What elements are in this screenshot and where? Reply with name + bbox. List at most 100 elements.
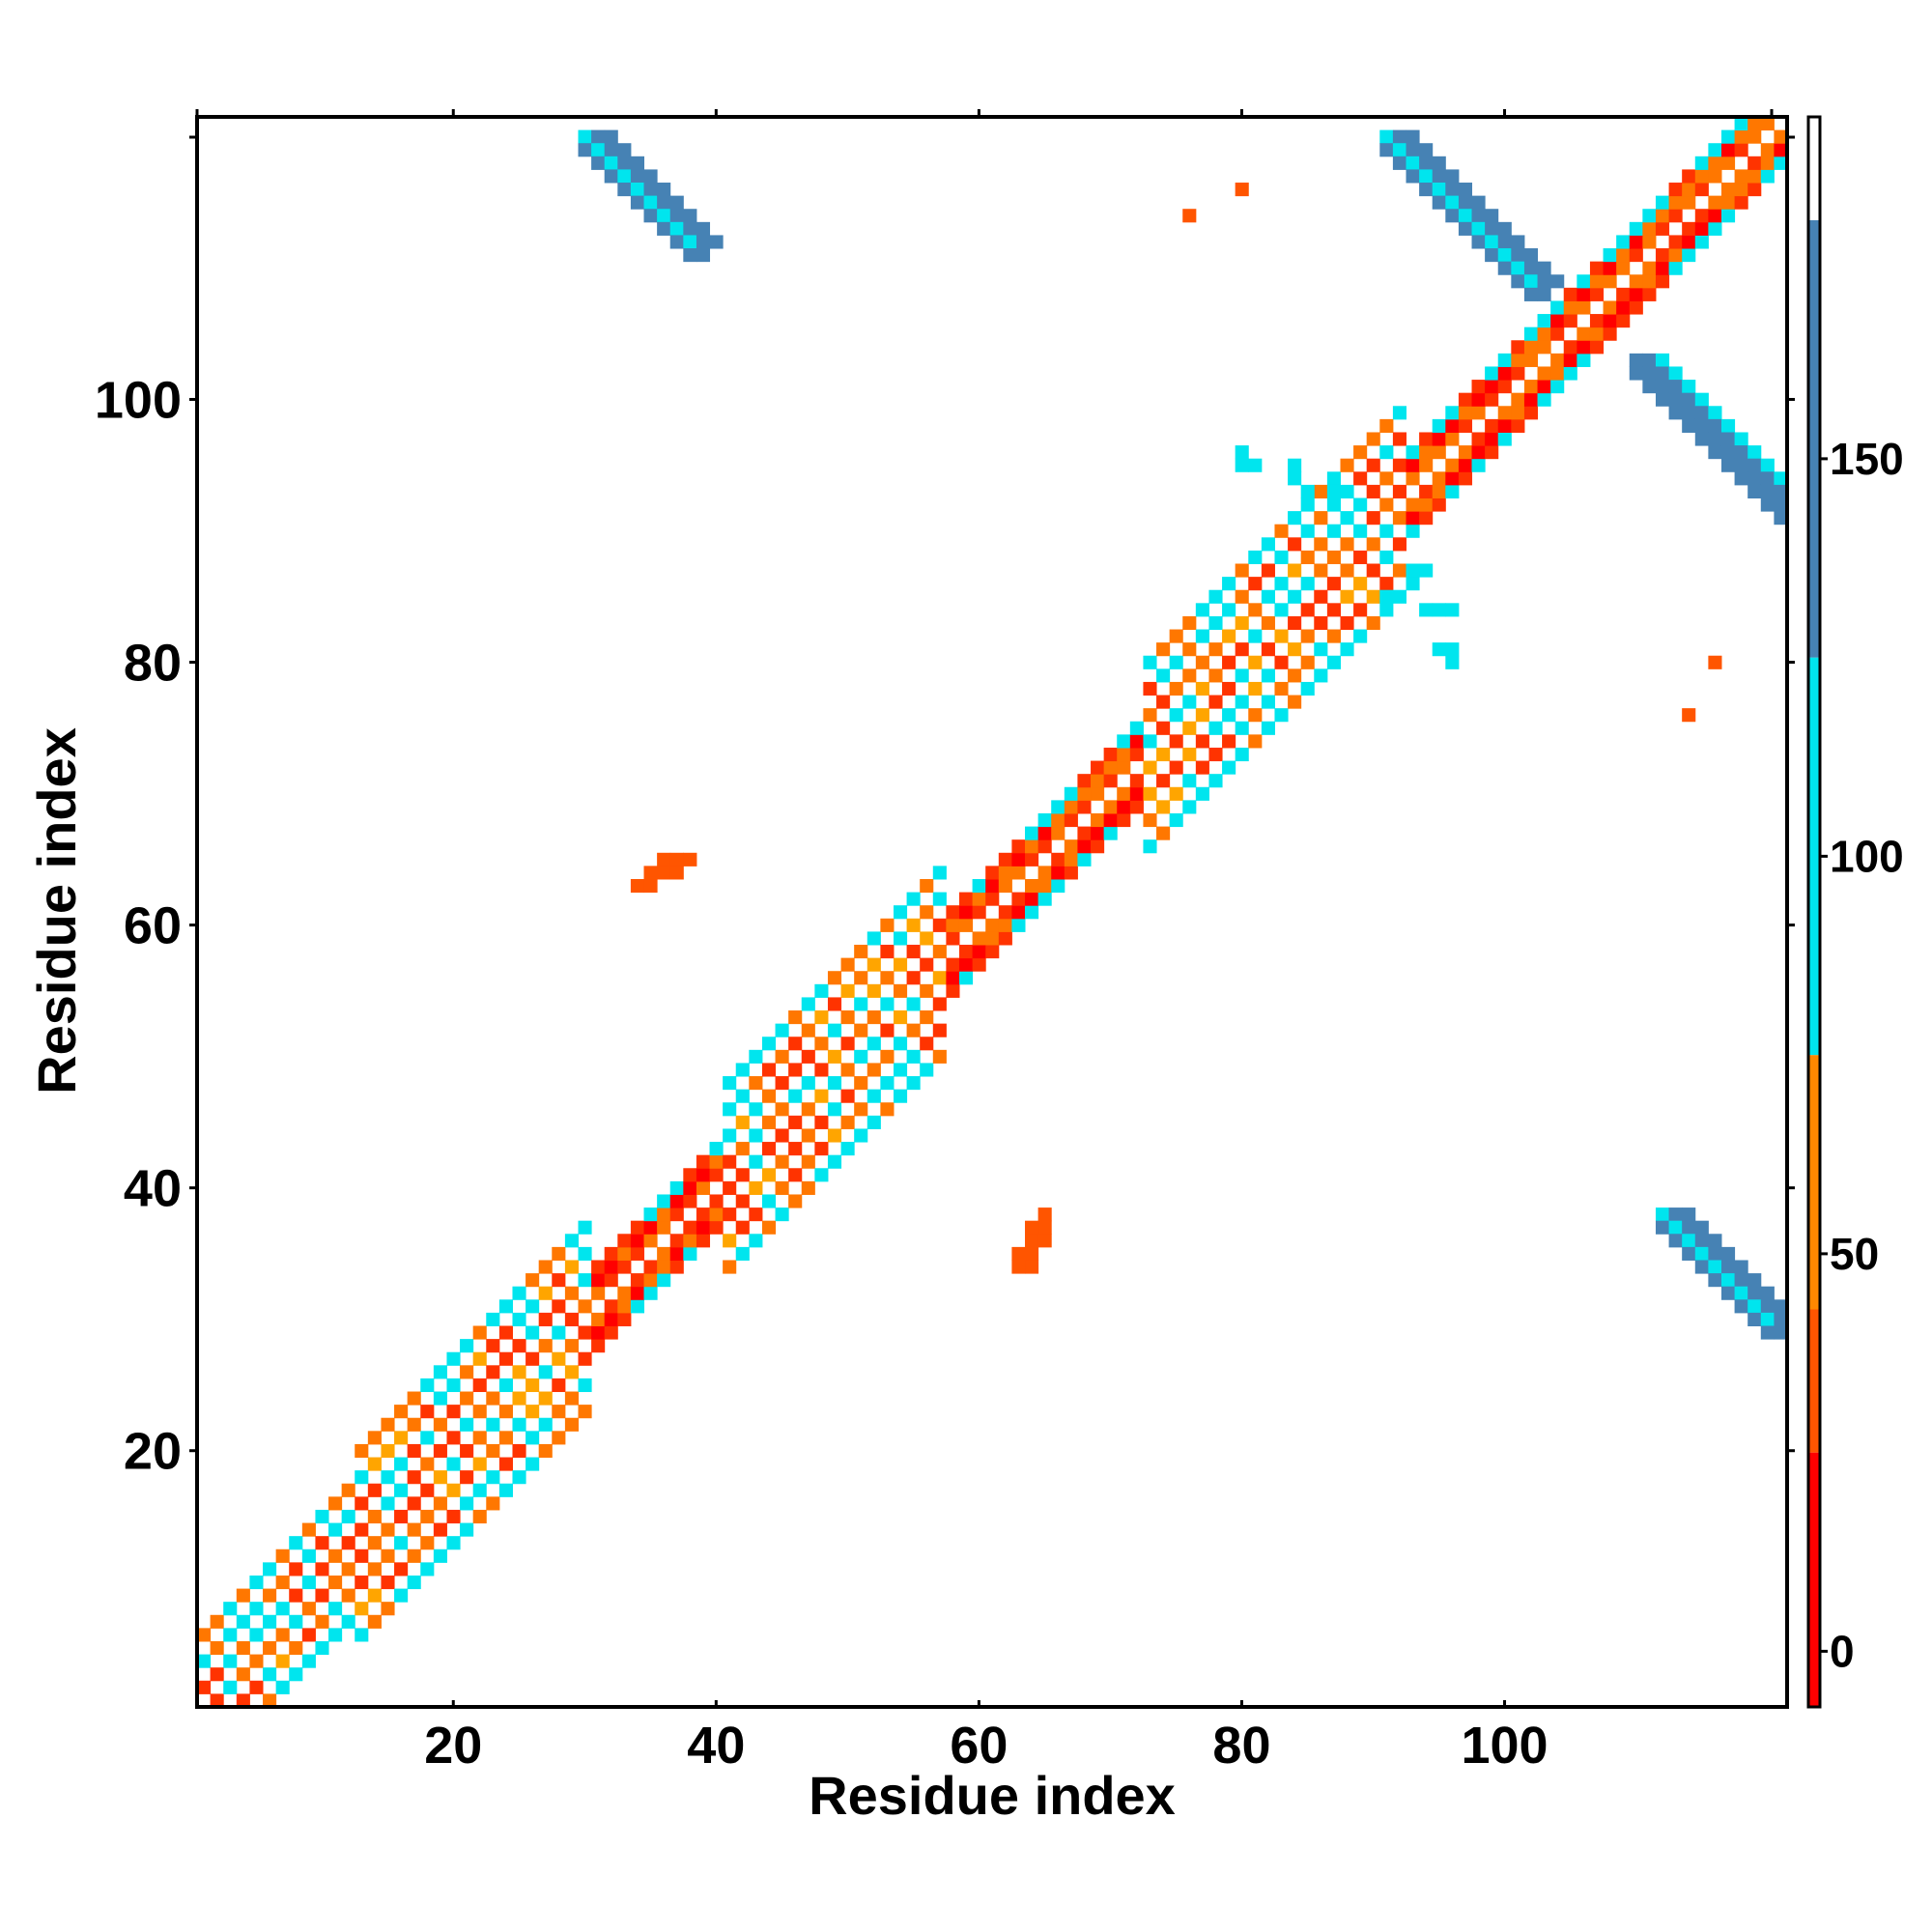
heatmap-cell — [1182, 615, 1197, 631]
heatmap-cell — [1734, 129, 1748, 144]
heatmap-cell — [1077, 774, 1092, 788]
heatmap-cell — [1300, 655, 1315, 669]
heatmap-cell — [1642, 366, 1657, 381]
heatmap-cell — [1694, 1260, 1709, 1274]
heatmap-cell — [958, 918, 974, 932]
heatmap-cell — [1432, 418, 1446, 433]
heatmap-cell — [1248, 550, 1263, 565]
heatmap-cell — [1655, 1220, 1670, 1235]
heatmap-cell — [827, 971, 842, 985]
heatmap-cell — [1129, 800, 1144, 814]
heatmap-cell — [1747, 471, 1762, 486]
heatmap-cell — [1117, 786, 1131, 801]
heatmap-cell — [1419, 511, 1434, 526]
heatmap-cell — [1117, 760, 1131, 775]
heatmap-cell — [1300, 577, 1315, 591]
heatmap-cell — [827, 1076, 842, 1091]
heatmap-cell — [433, 1522, 447, 1537]
heatmap-cell — [1497, 418, 1512, 433]
heatmap-cell — [1655, 353, 1670, 367]
heatmap-cell — [1485, 235, 1499, 249]
heatmap-cell — [735, 1063, 750, 1077]
heatmap-cell — [433, 1548, 447, 1563]
heatmap-cell — [1340, 484, 1354, 498]
heatmap-cell — [643, 1260, 658, 1274]
heatmap-cell — [775, 1154, 789, 1169]
heatmap-cell — [880, 1102, 895, 1117]
heatmap-cell — [1511, 366, 1525, 381]
heatmap-cell — [1025, 839, 1039, 854]
heatmap-cell — [1143, 655, 1157, 669]
heatmap-cell — [564, 1286, 579, 1300]
heatmap-cell — [1537, 314, 1551, 328]
x-tick-label: 80 — [1212, 1717, 1270, 1775]
heatmap-cell — [1682, 169, 1696, 184]
heatmap-cell — [355, 1575, 369, 1590]
heatmap-cell — [1668, 406, 1683, 420]
heatmap-cell — [1471, 209, 1486, 223]
heatmap-cell — [683, 1220, 697, 1235]
heatmap-cell — [1353, 445, 1368, 460]
heatmap-cell — [1143, 786, 1157, 801]
heatmap-cell — [920, 931, 934, 946]
heatmap-cell — [1326, 471, 1341, 486]
heatmap-cell — [591, 1339, 606, 1353]
heatmap-cell — [1406, 577, 1420, 591]
heatmap-cell — [1511, 340, 1525, 355]
heatmap-cell — [854, 1102, 868, 1117]
heatmap-cell — [1589, 274, 1605, 289]
heatmap-cell — [761, 1037, 777, 1051]
heatmap-cell — [723, 1076, 737, 1091]
heatmap-cell — [1274, 524, 1289, 538]
heatmap-cell — [1511, 353, 1525, 367]
heatmap-cell — [1235, 445, 1249, 460]
heatmap-cell — [932, 866, 947, 880]
heatmap-cell — [683, 852, 697, 867]
heatmap-cell — [407, 1496, 421, 1511]
heatmap-cell — [1379, 418, 1394, 433]
heatmap-cell — [1668, 380, 1683, 394]
heatmap-cell — [355, 1470, 369, 1485]
heatmap-cell — [958, 945, 974, 959]
heatmap-cell — [775, 1128, 789, 1143]
heatmap-cell — [972, 892, 986, 906]
heatmap-cell — [1419, 497, 1434, 512]
heatmap-cell — [341, 1614, 355, 1629]
heatmap-cell — [1550, 353, 1565, 367]
heatmap-cell — [1392, 156, 1406, 170]
heatmap-cell — [1589, 314, 1605, 328]
heatmap-cell — [538, 1286, 553, 1300]
heatmap-cell — [328, 1496, 343, 1511]
heatmap-cell — [552, 1273, 566, 1288]
heatmap-cell — [827, 1049, 842, 1064]
heatmap-cell — [1708, 1260, 1722, 1274]
heatmap-cell — [1208, 668, 1223, 683]
heatmap-cell — [1406, 524, 1420, 538]
heatmap-cell — [696, 1220, 711, 1235]
heatmap-cell — [1037, 826, 1052, 840]
heatmap-cell — [1720, 209, 1736, 223]
heatmap-cell — [1169, 629, 1183, 643]
heatmap-cell — [1774, 484, 1788, 498]
heatmap-cell — [985, 892, 1000, 906]
heatmap-cell — [420, 1431, 435, 1445]
heatmap-cell — [328, 1548, 343, 1563]
heatmap-cell — [1261, 563, 1275, 578]
heatmap-cell — [1458, 209, 1473, 223]
heatmap-cell — [1248, 577, 1263, 591]
heatmap-cell — [814, 1142, 829, 1156]
heatmap-cell — [617, 183, 632, 197]
heatmap-cell — [1629, 353, 1643, 367]
heatmap-cell — [958, 892, 974, 906]
heatmap-cell — [880, 971, 895, 985]
heatmap-cell — [263, 1693, 277, 1708]
heatmap-cell — [669, 852, 684, 867]
heatmap-cell — [512, 1417, 526, 1432]
heatmap-cell — [1471, 195, 1486, 210]
heatmap-cell — [1353, 524, 1368, 538]
heatmap-cell — [788, 1089, 803, 1103]
heatmap-cell — [893, 1089, 908, 1103]
heatmap-cell — [1747, 129, 1762, 144]
heatmap-cell — [998, 852, 1012, 867]
heatmap-cell — [906, 997, 921, 1011]
